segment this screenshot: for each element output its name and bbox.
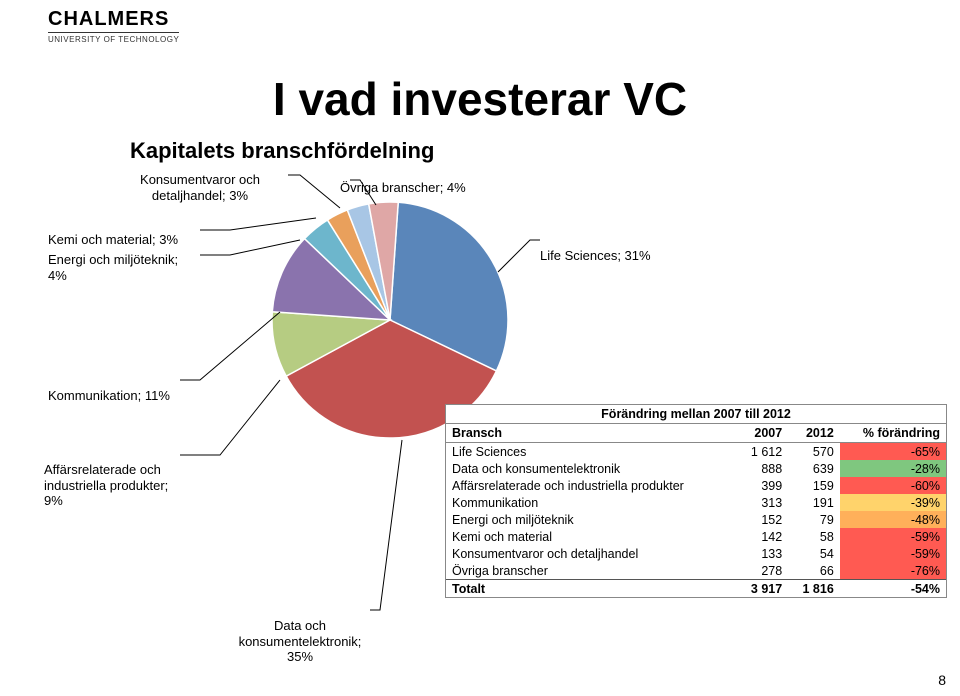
cell-2007: 1 612 [737, 443, 789, 461]
leader-line [370, 440, 402, 610]
table-header-row: Bransch 2007 2012 % förändring [446, 424, 946, 443]
table-row: Data och konsumentelektronik888639-28% [446, 460, 946, 477]
cell-2007: 3 917 [737, 580, 789, 598]
cell-bransch: Konsumentvaror och detaljhandel [446, 545, 737, 562]
th-pct: % förändring [840, 424, 946, 443]
table-row: Kommunikation313191-39% [446, 494, 946, 511]
cell-bransch: Life Sciences [446, 443, 737, 461]
table-caption: Förändring mellan 2007 till 2012 [446, 405, 946, 424]
cell-2012: 639 [788, 460, 840, 477]
pie-label: Kommunikation; 11% [48, 388, 170, 404]
page-number: 8 [938, 672, 946, 688]
pie-label: Kemi och material; 3% [48, 232, 178, 248]
cell-2012: 58 [788, 528, 840, 545]
cell-2007: 152 [737, 511, 789, 528]
cell-2007: 888 [737, 460, 789, 477]
cell-bransch: Kemi och material [446, 528, 737, 545]
chart-subtitle: Kapitalets branschfördelning [130, 138, 434, 164]
cell-pct: -54% [840, 580, 946, 598]
cell-bransch: Affärsrelaterade och industriella produk… [446, 477, 737, 494]
cell-2012: 159 [788, 477, 840, 494]
cell-2007: 278 [737, 562, 789, 580]
table-row: Life Sciences1 612570-65% [446, 443, 946, 461]
cell-pct: -39% [840, 494, 946, 511]
logo-subline: UNIVERSITY OF TECHNOLOGY [48, 35, 179, 44]
pie-label: Konsumentvaror och detaljhandel; 3% [140, 172, 260, 203]
pie-label: Affärsrelaterade och industriella produk… [44, 462, 168, 509]
table-row: Affärsrelaterade och industriella produk… [446, 477, 946, 494]
cell-2007: 313 [737, 494, 789, 511]
cell-bransch: Totalt [446, 580, 737, 598]
cell-2012: 1 816 [788, 580, 840, 598]
cell-2007: 142 [737, 528, 789, 545]
th-bransch: Bransch [446, 424, 737, 443]
cell-2012: 570 [788, 443, 840, 461]
chalmers-logo: CHALMERS UNIVERSITY OF TECHNOLOGY [48, 8, 179, 44]
table-row: Konsumentvaror och detaljhandel13354-59% [446, 545, 946, 562]
cell-pct: -76% [840, 562, 946, 580]
table-body: Bransch 2007 2012 % förändring Life Scie… [446, 424, 946, 597]
tbody: Life Sciences1 612570-65%Data och konsum… [446, 443, 946, 598]
pie-label: Övriga branscher; 4% [340, 180, 466, 196]
cell-pct: -59% [840, 545, 946, 562]
cell-bransch: Data och konsumentelektronik [446, 460, 737, 477]
change-table: Förändring mellan 2007 till 2012 Bransch… [445, 404, 947, 598]
cell-pct: -65% [840, 443, 946, 461]
cell-pct: -48% [840, 511, 946, 528]
pie-label: Energi och miljöteknik; 4% [48, 252, 178, 283]
cell-2012: 79 [788, 511, 840, 528]
table-row: Energi och miljöteknik15279-48% [446, 511, 946, 528]
cell-2007: 399 [737, 477, 789, 494]
cell-2012: 54 [788, 545, 840, 562]
pie-label: Data och konsumentelektronik; 35% [239, 618, 362, 665]
cell-2007: 133 [737, 545, 789, 562]
cell-pct: -60% [840, 477, 946, 494]
th-2012: 2012 [788, 424, 840, 443]
cell-2012: 191 [788, 494, 840, 511]
th-2007: 2007 [737, 424, 789, 443]
cell-bransch: Energi och miljöteknik [446, 511, 737, 528]
logo-wordmark: CHALMERS [48, 8, 179, 33]
cell-bransch: Övriga branscher [446, 562, 737, 580]
cell-bransch: Kommunikation [446, 494, 737, 511]
table-total-row: Totalt3 9171 816-54% [446, 580, 946, 598]
cell-pct: -59% [840, 528, 946, 545]
cell-pct: -28% [840, 460, 946, 477]
cell-2012: 66 [788, 562, 840, 580]
table-row: Övriga branscher27866-76% [446, 562, 946, 580]
table-row: Kemi och material14258-59% [446, 528, 946, 545]
pie-label: Life Sciences; 31% [540, 248, 651, 264]
slide-title: I vad investerar VC [0, 72, 960, 126]
